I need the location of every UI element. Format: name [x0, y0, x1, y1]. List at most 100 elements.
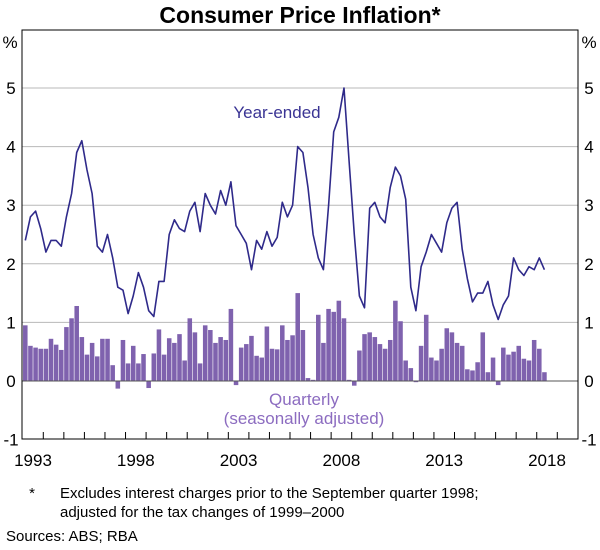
- gridlines: [22, 87, 578, 323]
- quarterly-bars: [23, 293, 547, 389]
- series-label-quarterly: Quarterly: [269, 390, 339, 409]
- bar: [166, 338, 172, 381]
- bar: [28, 345, 33, 381]
- bar: [202, 325, 208, 381]
- y-tick-label-left: 0: [6, 372, 15, 391]
- bar: [408, 368, 414, 381]
- chart-title: Consumer Price Inflation*: [159, 2, 440, 28]
- bar: [326, 308, 331, 381]
- bar: [310, 379, 316, 381]
- bar: [531, 339, 537, 381]
- bar: [490, 357, 496, 381]
- bar: [480, 332, 486, 381]
- bar: [249, 335, 254, 381]
- bar: [192, 332, 198, 381]
- bar: [439, 348, 444, 381]
- bar: [501, 347, 506, 381]
- bar: [100, 338, 105, 381]
- x-tick-label: 1998: [117, 451, 155, 470]
- bar: [43, 348, 49, 381]
- y-tick-label-right: 3: [584, 196, 593, 215]
- bar: [74, 305, 79, 381]
- bar: [285, 339, 290, 381]
- bar: [495, 381, 501, 386]
- bar: [244, 344, 249, 381]
- bar: [172, 342, 177, 381]
- bar: [434, 360, 439, 381]
- bar: [454, 342, 460, 381]
- bar: [341, 318, 347, 381]
- bar: [382, 348, 388, 381]
- bar: [316, 314, 321, 381]
- x-tick-label: 1993: [14, 451, 52, 470]
- bar: [48, 338, 54, 381]
- footnote-marker: *: [29, 485, 35, 502]
- bar: [125, 363, 131, 381]
- bar: [84, 354, 90, 381]
- bar: [182, 360, 187, 381]
- y-unit-left: %: [2, 33, 17, 52]
- bar: [459, 345, 465, 381]
- year-ended-line: [24, 87, 546, 321]
- x-tick-label: 2013: [425, 451, 463, 470]
- bar: [213, 342, 218, 381]
- bar: [254, 355, 259, 381]
- x-tick-label: 2008: [322, 451, 360, 470]
- x-tick-label: 2018: [528, 451, 566, 470]
- bar: [537, 348, 542, 381]
- bar: [69, 318, 74, 381]
- bar: [115, 381, 121, 389]
- bar: [377, 344, 383, 381]
- bar: [59, 349, 64, 381]
- y-tick-label-left: 1: [6, 313, 15, 332]
- bar: [120, 339, 126, 381]
- bar: [362, 334, 367, 381]
- bar: [346, 379, 352, 381]
- bar: [485, 372, 491, 381]
- bar: [413, 381, 419, 383]
- bar: [470, 370, 475, 381]
- bar: [526, 360, 532, 381]
- y-tick-label-right: 1: [584, 313, 593, 332]
- bar: [423, 314, 429, 381]
- bar: [233, 381, 239, 386]
- bar: [295, 293, 300, 381]
- y-tick-label-right: -1: [581, 431, 596, 450]
- bar: [136, 363, 141, 381]
- bar: [367, 332, 372, 381]
- bar: [228, 308, 234, 381]
- bar: [511, 351, 516, 381]
- bar: [110, 365, 115, 381]
- bar: [465, 369, 470, 381]
- bar: [218, 337, 223, 381]
- bar: [197, 363, 203, 381]
- bar: [521, 358, 527, 381]
- bar: [357, 350, 362, 381]
- bar: [429, 357, 434, 381]
- bar: [33, 347, 38, 381]
- bar: [161, 354, 167, 381]
- y-tick-label-left: 5: [6, 79, 15, 98]
- bar: [151, 353, 157, 381]
- bar: [398, 321, 403, 381]
- bar: [130, 345, 136, 381]
- bar: [274, 349, 280, 381]
- bar: [53, 344, 59, 381]
- bar: [418, 345, 424, 381]
- bar: [280, 325, 285, 381]
- y-tick-label-right: 4: [584, 138, 593, 157]
- series-sublabel-quarterly: (seasonally adjusted): [224, 409, 385, 428]
- y-axis-labels: -1 -1 0 0 1 1 2 2 3 3 4 4 5 5: [3, 79, 596, 450]
- bar: [290, 335, 295, 381]
- bar: [506, 354, 511, 381]
- bar: [208, 330, 213, 381]
- year-ended-series-line: [24, 87, 546, 321]
- bar: [94, 356, 100, 381]
- bar: [351, 381, 357, 386]
- bar: [238, 347, 244, 381]
- bar: [300, 330, 306, 381]
- y-tick-label-left: 3: [6, 196, 15, 215]
- series-label-year-ended: Year-ended: [233, 103, 320, 122]
- bar: [38, 348, 43, 381]
